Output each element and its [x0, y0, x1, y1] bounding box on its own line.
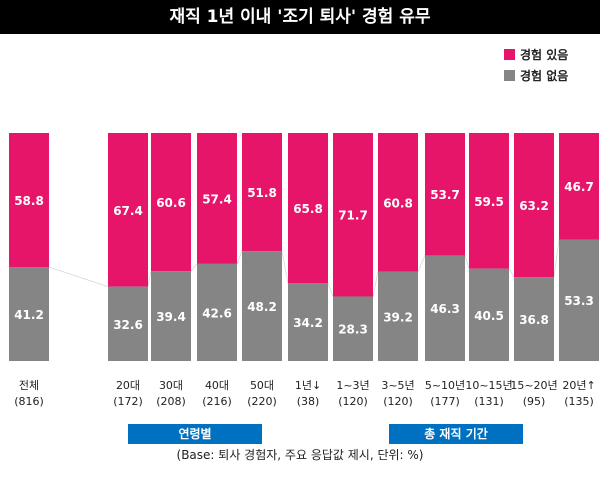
- legend-swatch-not-experienced: [504, 70, 515, 81]
- data-label-not-experienced: 39.4: [156, 310, 186, 324]
- bar-experienced: [559, 133, 599, 240]
- category-label: 전체: [19, 379, 39, 392]
- bar-experienced: [333, 133, 373, 297]
- data-label-experienced: 53.7: [430, 188, 460, 202]
- bar-not-experienced: [425, 255, 465, 361]
- base-label: (135): [564, 395, 594, 408]
- footnote: (Base: 퇴사 경험자, 주요 응답값 제시, 단위: %): [176, 448, 424, 462]
- bar-experienced: [242, 133, 282, 252]
- data-label-not-experienced: 36.8: [519, 313, 549, 327]
- data-label-not-experienced: 41.2: [14, 308, 44, 322]
- data-label-experienced: 58.8: [14, 194, 44, 208]
- data-label-experienced: 60.8: [383, 196, 413, 210]
- data-label-experienced: 71.7: [338, 209, 368, 223]
- bar-not-experienced: [242, 251, 282, 361]
- category-label: 15~20년: [510, 379, 557, 392]
- chart-title: 재직 1년 이내 '조기 퇴사' 경험 유무: [0, 0, 600, 34]
- data-label-not-experienced: 53.3: [564, 294, 594, 308]
- bar-experienced: [425, 133, 465, 256]
- data-label-not-experienced: 28.3: [338, 323, 368, 337]
- data-label-not-experienced: 46.3: [430, 302, 460, 316]
- bar-experienced: [378, 133, 418, 272]
- data-label-not-experienced: 40.5: [474, 309, 504, 323]
- data-label-experienced: 51.8: [247, 186, 277, 200]
- base-label: (120): [383, 395, 413, 408]
- base-label: (172): [113, 395, 143, 408]
- base-label: (216): [202, 395, 232, 408]
- bar-experienced: [514, 133, 554, 278]
- bar-not-experienced: [333, 296, 373, 361]
- bar-not-experienced: [151, 271, 191, 361]
- data-label-not-experienced: 48.2: [247, 300, 277, 314]
- data-label-experienced: 57.4: [202, 192, 232, 206]
- bar-not-experienced: [108, 286, 148, 361]
- data-label-experienced: 46.7: [564, 180, 594, 194]
- data-label-not-experienced: 32.6: [113, 318, 143, 332]
- group-badge-tenure: 총 재직 기간: [389, 424, 523, 444]
- base-label: (220): [247, 395, 277, 408]
- data-label-experienced: 65.8: [293, 202, 323, 216]
- group-badge-age: 연령별: [128, 424, 262, 444]
- legend-label-not-experienced: 경험 없음: [520, 68, 568, 83]
- bar-experienced: [108, 133, 148, 287]
- bar-not-experienced: [288, 283, 328, 361]
- category-label: 3~5년: [381, 379, 414, 392]
- category-label: 5~10년: [425, 379, 465, 392]
- category-label: 20대: [116, 379, 140, 392]
- bar-not-experienced: [9, 267, 49, 361]
- category-label: 20년↑: [562, 379, 595, 392]
- category-label: 1년↓: [295, 379, 321, 392]
- bar-not-experienced: [469, 268, 509, 361]
- category-label: 40대: [205, 379, 229, 392]
- bar-experienced: [197, 133, 237, 264]
- category-label: 50대: [250, 379, 274, 392]
- data-label-not-experienced: 34.2: [293, 316, 323, 330]
- base-label: (38): [297, 395, 320, 408]
- category-label: 10~15년: [465, 379, 512, 392]
- category-label: 30대: [159, 379, 183, 392]
- data-label-experienced: 63.2: [519, 199, 549, 213]
- data-label-not-experienced: 39.2: [383, 310, 413, 324]
- category-label: 1~3년: [336, 379, 369, 392]
- bar-experienced: [151, 133, 191, 272]
- legend-swatch-experienced: [504, 49, 515, 60]
- data-label-experienced: 60.6: [156, 196, 186, 210]
- base-label: (816): [14, 395, 44, 408]
- bar-not-experienced: [514, 277, 554, 361]
- base-label: (208): [156, 395, 186, 408]
- base-label: (95): [523, 395, 546, 408]
- bar-experienced: [9, 133, 49, 268]
- bar-not-experienced: [559, 239, 599, 361]
- bar-experienced: [288, 133, 328, 284]
- connector-line: [9, 239, 599, 297]
- base-label: (120): [338, 395, 368, 408]
- data-label-experienced: 67.4: [113, 204, 143, 218]
- bar-experienced: [469, 133, 509, 269]
- data-label-experienced: 59.5: [474, 195, 504, 209]
- bar-not-experienced: [378, 271, 418, 361]
- base-label: (177): [430, 395, 460, 408]
- bar-not-experienced: [197, 263, 237, 361]
- legend-label-experienced: 경험 있음: [520, 47, 568, 62]
- data-label-not-experienced: 42.6: [202, 306, 232, 320]
- base-label: (131): [474, 395, 504, 408]
